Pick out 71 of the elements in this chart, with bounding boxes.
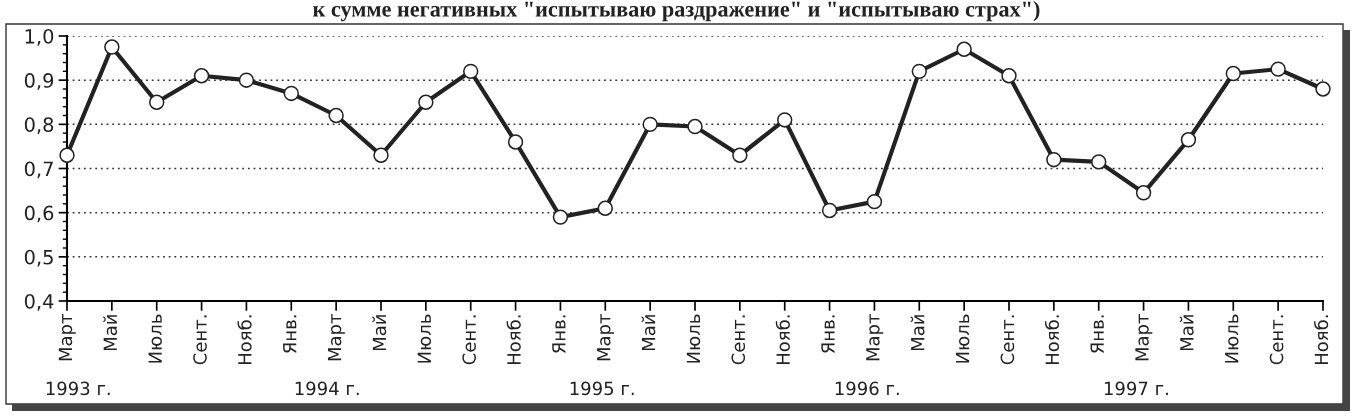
x-tick-label: Май bbox=[103, 315, 118, 351]
x-tick-label: Сент. bbox=[1000, 315, 1015, 365]
text: 1993 г. bbox=[46, 381, 110, 396]
point bbox=[552, 209, 569, 225]
x-tick-label: Май bbox=[910, 315, 925, 351]
point bbox=[507, 134, 524, 150]
x-tick-label: Нояб. bbox=[1313, 315, 1329, 365]
point bbox=[777, 112, 793, 128]
point bbox=[642, 116, 658, 133]
text: 1997 г. bbox=[1104, 381, 1168, 396]
y-tick-label: 0,7 bbox=[24, 161, 53, 179]
point bbox=[1270, 61, 1286, 77]
y-tick-label: 0,6 bbox=[24, 205, 54, 223]
x-tick-label: Янв. bbox=[552, 315, 566, 354]
point bbox=[283, 85, 299, 102]
point bbox=[418, 94, 434, 110]
x-tick-label: Март bbox=[327, 314, 345, 361]
x-tick-label: Июль bbox=[148, 314, 162, 363]
point bbox=[1180, 132, 1197, 148]
point bbox=[1135, 185, 1152, 201]
point bbox=[687, 118, 703, 135]
point bbox=[104, 39, 120, 55]
x-tick-label: Март bbox=[597, 314, 615, 361]
x-tick-label: Май bbox=[372, 315, 387, 351]
y-tick-label: 1,0 bbox=[25, 28, 54, 46]
x-tick-label: Сент. bbox=[462, 315, 476, 365]
point bbox=[911, 63, 927, 80]
x-tick-label: Сент. bbox=[1269, 315, 1284, 365]
point bbox=[238, 72, 255, 88]
x-tick-label: Июль bbox=[955, 314, 970, 363]
x-tick-label: Нояб. bbox=[1044, 315, 1060, 365]
x-tick-label: Нояб. bbox=[237, 315, 252, 365]
y-tick-label: 0,5 bbox=[24, 249, 53, 267]
x-tick-label: Май bbox=[641, 315, 656, 351]
x-tick-label: Янв. bbox=[821, 315, 835, 354]
x-tick-label: Март bbox=[866, 314, 884, 361]
point bbox=[866, 193, 883, 210]
x-tick-label: Июль bbox=[1225, 314, 1239, 363]
text: 1995 г. bbox=[570, 381, 634, 396]
point bbox=[1001, 68, 1017, 84]
text: 1994 г. bbox=[295, 381, 359, 396]
point bbox=[597, 200, 613, 216]
chart-title: к сумме негативных "испытываю раздражение" и "испытываю страх") bbox=[313, 1, 1040, 22]
point bbox=[193, 68, 210, 84]
x-tick-label: Нояб. bbox=[775, 315, 790, 365]
x-tick-label: Сент. bbox=[193, 315, 207, 365]
point bbox=[463, 63, 479, 80]
y-tick-label: 0,8 bbox=[24, 117, 54, 134]
point bbox=[732, 147, 748, 163]
y-tick-label: 0,4 bbox=[24, 293, 54, 311]
point bbox=[821, 202, 838, 219]
point bbox=[1315, 81, 1331, 97]
point bbox=[956, 41, 972, 57]
text: 1996 г. bbox=[835, 381, 899, 396]
point bbox=[1046, 151, 1062, 168]
point bbox=[59, 147, 75, 163]
point bbox=[1225, 65, 1241, 82]
point bbox=[373, 147, 389, 163]
x-tick-label: Сент. bbox=[731, 315, 746, 365]
x-tick-label: Июль bbox=[417, 314, 432, 363]
y-tick-label: 0,9 bbox=[24, 73, 54, 90]
x-tick-label: Июль bbox=[686, 314, 701, 363]
x-tick-label: Янв. bbox=[283, 315, 297, 354]
x-tick-label: Март bbox=[58, 314, 76, 361]
point bbox=[1091, 154, 1107, 170]
x-tick-label: Март bbox=[1135, 314, 1153, 361]
point bbox=[328, 107, 344, 124]
x-tick-label: Нояб. bbox=[506, 315, 521, 365]
x-tick-label: Янв. bbox=[1090, 315, 1104, 354]
point bbox=[149, 94, 165, 110]
x-tick-label: Май bbox=[1179, 315, 1194, 351]
